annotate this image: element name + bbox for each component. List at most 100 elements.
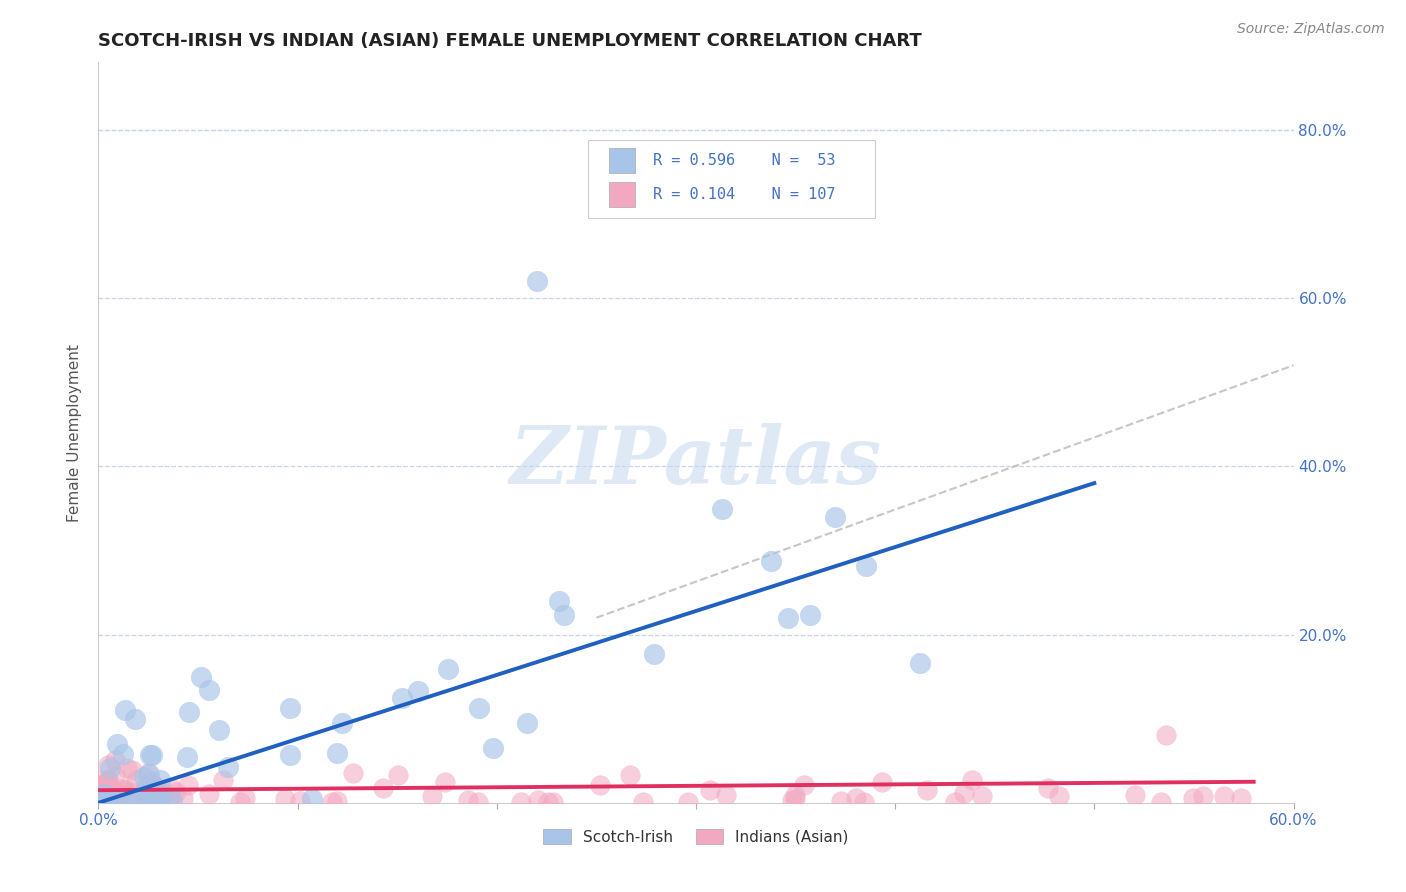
Point [437, 662, 460, 676]
Point [148, 793, 170, 807]
Point [97, 792, 120, 806]
Point [793, 778, 815, 792]
Point [93, 788, 115, 802]
Point [274, 792, 297, 806]
Point [143, 778, 166, 792]
Point [643, 648, 665, 662]
Point [101, 795, 124, 809]
Point [198, 787, 221, 801]
Point [301, 791, 323, 805]
Point [145, 793, 167, 807]
Point [131, 795, 153, 809]
Point [326, 794, 349, 808]
Point [149, 790, 172, 805]
FancyBboxPatch shape [589, 140, 876, 218]
Point [676, 795, 699, 809]
Point [120, 785, 142, 799]
Point [387, 768, 409, 782]
Point [110, 787, 132, 801]
Point [547, 594, 569, 608]
Point [1181, 790, 1204, 805]
Text: ZIPatlas: ZIPatlas [510, 424, 882, 501]
Point [855, 558, 877, 573]
Point [526, 274, 548, 288]
Point [108, 791, 131, 805]
Point [146, 791, 169, 805]
Point [915, 783, 938, 797]
Point [89, 792, 111, 806]
Point [190, 670, 212, 684]
Point [104, 753, 127, 767]
Point [228, 795, 250, 809]
Point [468, 701, 491, 715]
Point [516, 715, 538, 730]
Point [91, 789, 114, 804]
Point [94, 795, 117, 809]
Point [371, 781, 394, 796]
Point [89, 780, 111, 795]
Point [870, 775, 893, 789]
Point [89, 794, 111, 808]
Point [94, 777, 117, 791]
Point [93, 779, 115, 793]
Point [105, 738, 128, 752]
Point [783, 788, 806, 802]
Point [278, 701, 301, 715]
Point [1036, 780, 1059, 795]
Point [211, 773, 233, 788]
Point [233, 791, 256, 805]
Point [93, 791, 115, 805]
Point [710, 501, 733, 516]
Point [93, 791, 115, 805]
Point [149, 786, 172, 800]
Point [114, 703, 136, 717]
Point [150, 791, 173, 805]
Point [778, 611, 800, 625]
Point [420, 789, 443, 804]
Bar [609, 148, 636, 173]
Point [132, 786, 155, 800]
Point [90, 788, 112, 802]
Point [1192, 789, 1215, 803]
Point [321, 795, 343, 809]
Point [121, 763, 143, 777]
Point [177, 705, 200, 719]
Point [112, 784, 135, 798]
Point [91, 794, 114, 808]
Point [278, 747, 301, 762]
Point [824, 509, 846, 524]
Point [844, 190, 866, 204]
Point [104, 790, 127, 805]
Point [89, 789, 111, 804]
Point [105, 791, 128, 805]
Point [457, 793, 479, 807]
Point [89, 781, 111, 796]
Point [541, 795, 564, 809]
Point [391, 691, 413, 706]
Point [125, 773, 148, 788]
Point [330, 715, 353, 730]
Point [1047, 789, 1070, 803]
Point [100, 795, 122, 809]
Point [537, 795, 560, 809]
Text: R = 0.596    N =  53: R = 0.596 N = 53 [652, 153, 835, 169]
Point [134, 771, 156, 785]
Point [631, 795, 654, 809]
Point [136, 792, 159, 806]
Point [972, 789, 994, 804]
Point [101, 795, 124, 809]
Point [138, 767, 160, 781]
Point [433, 775, 456, 789]
Point [342, 765, 364, 780]
Point [1150, 795, 1173, 809]
Point [89, 792, 111, 806]
Point [759, 554, 782, 568]
Point [91, 788, 114, 802]
Point [217, 760, 239, 774]
Point [107, 791, 129, 805]
Point [149, 772, 172, 787]
Point [91, 795, 114, 809]
Point [326, 746, 349, 760]
Point [1229, 791, 1251, 805]
Point [89, 791, 111, 805]
